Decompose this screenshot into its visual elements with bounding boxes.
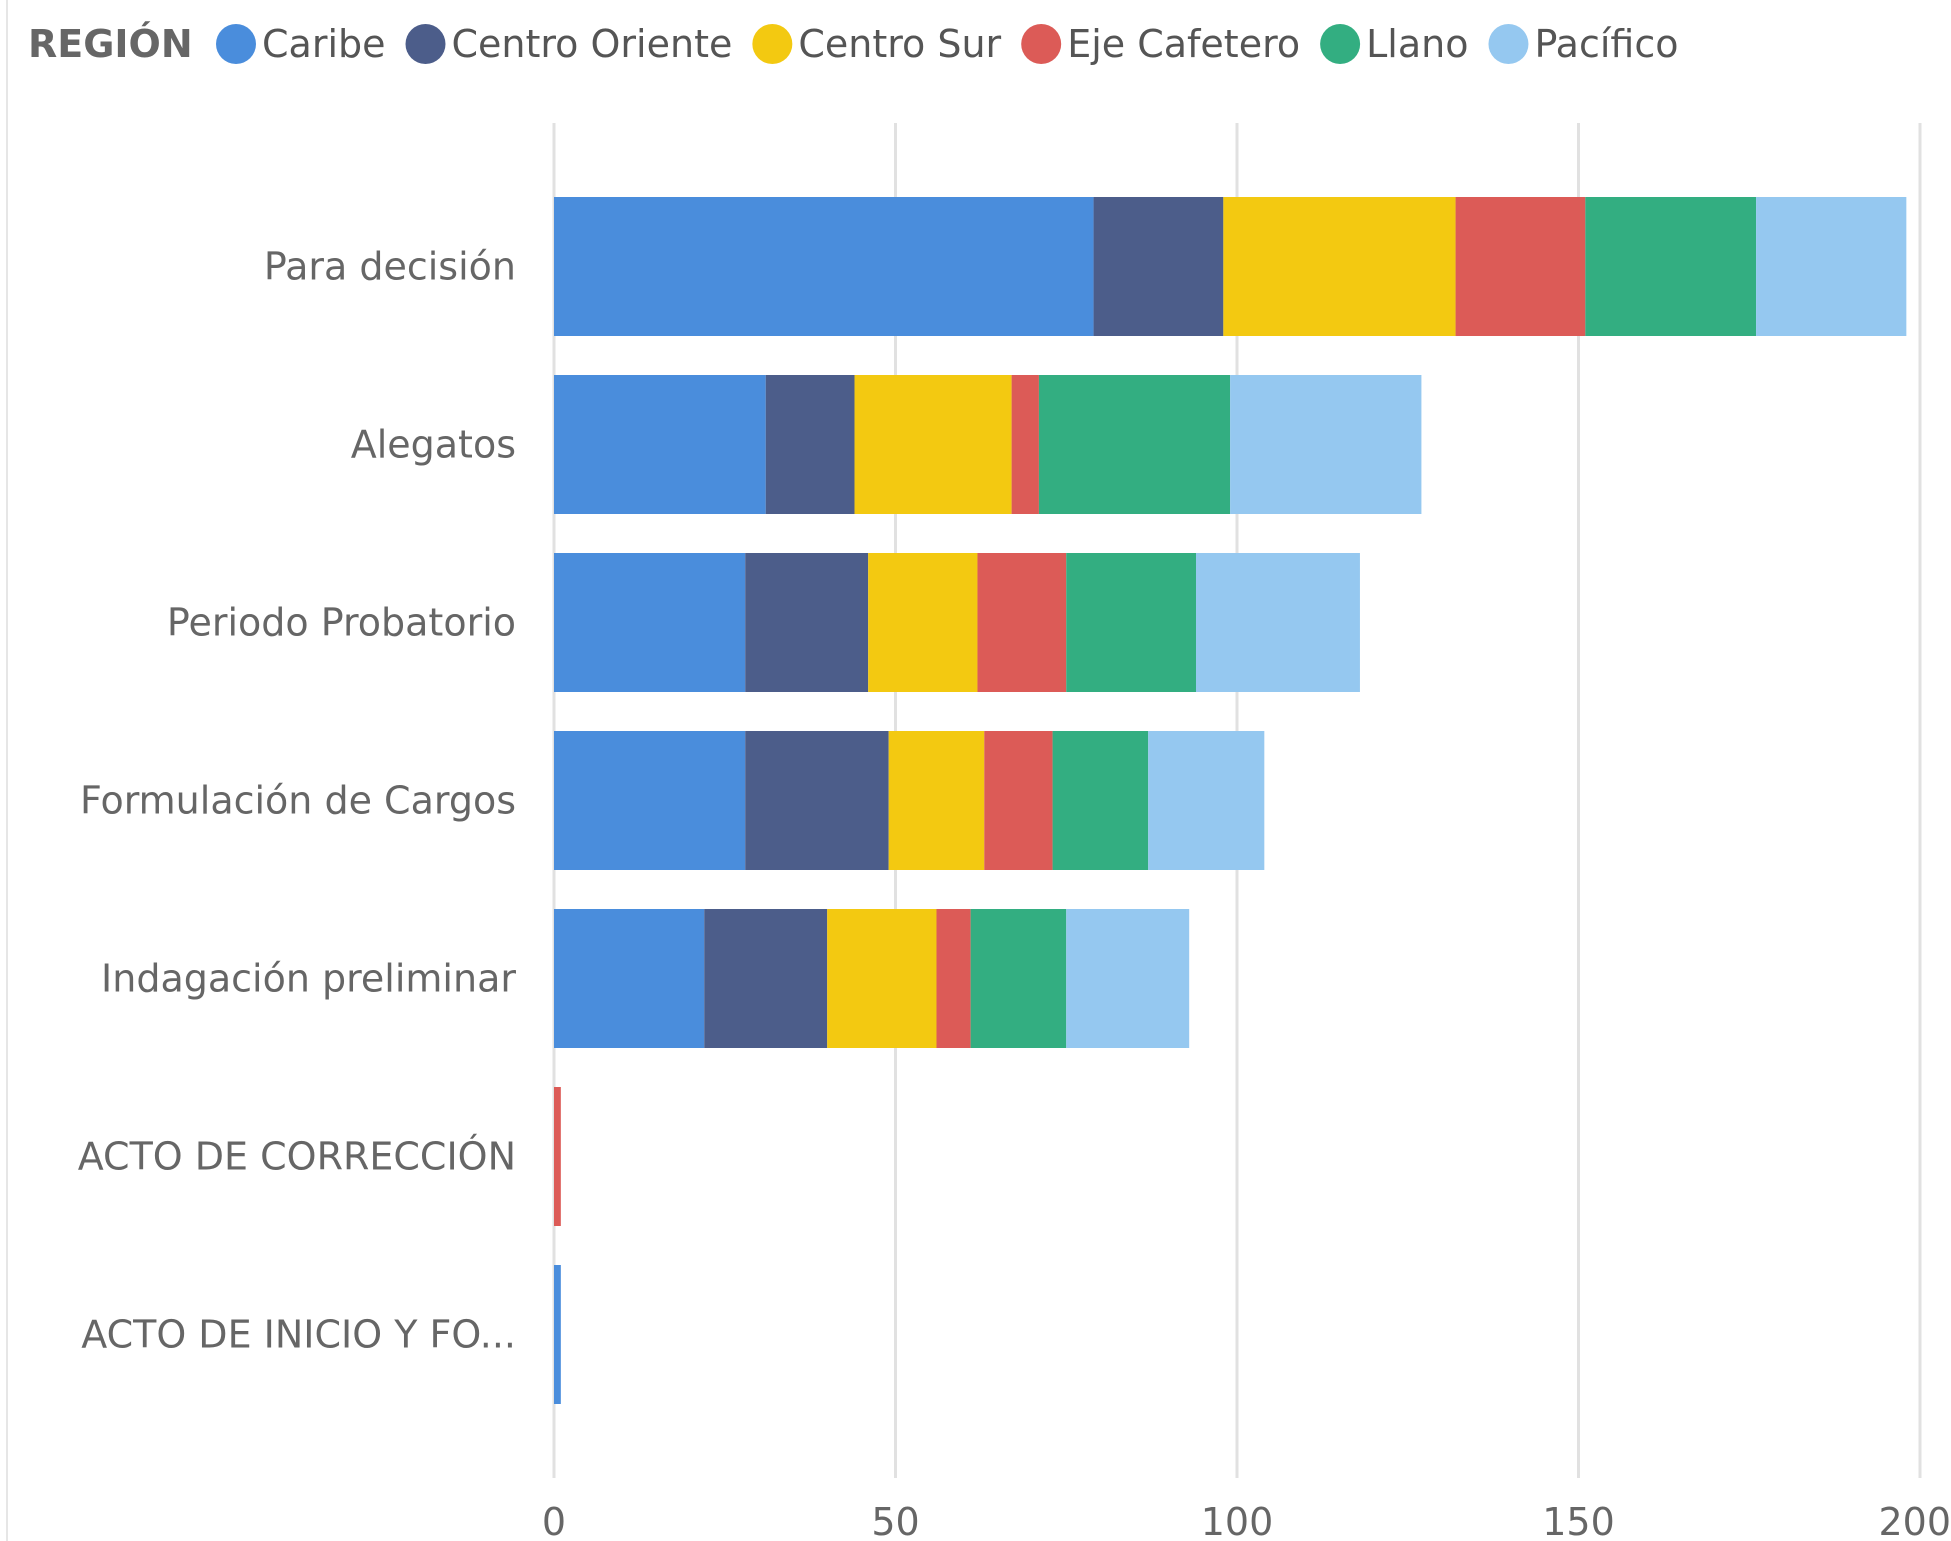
bar-segment-centro-oriente[interactable] (745, 553, 869, 692)
legend-label-eje-cafetero[interactable]: Eje Cafetero (1067, 22, 1300, 66)
bar-segment-pacifico[interactable] (1756, 197, 1907, 336)
legend-swatch-caribe[interactable] (216, 24, 256, 64)
bars (554, 197, 1907, 1404)
bar-segment-caribe[interactable] (554, 909, 705, 1048)
bar-segment-centro-sur[interactable] (888, 731, 985, 870)
bar-segment-caribe[interactable] (554, 1265, 561, 1404)
x-tick-label: 50 (871, 1500, 919, 1541)
bar-segment-pacifico[interactable] (1196, 553, 1360, 692)
legend-swatch-centro-sur[interactable] (752, 24, 793, 64)
category-label: Periodo Probatorio (167, 601, 516, 645)
bar-segment-centro-sur[interactable] (854, 375, 1012, 514)
bar-segment-eje-cafetero[interactable] (1011, 375, 1039, 514)
legend-label-caribe[interactable]: Caribe (262, 22, 386, 66)
legend-swatch-centro-oriente[interactable] (405, 24, 446, 64)
bar-segment-centro-oriente[interactable] (1093, 197, 1224, 336)
x-tick-label: 200 (1878, 1500, 1951, 1541)
bar-segment-llano[interactable] (1052, 731, 1149, 870)
x-tick-label: 0 (542, 1500, 566, 1541)
category-label: ACTO DE CORRECCIÓN (78, 1135, 516, 1179)
bar-segment-caribe[interactable] (554, 197, 1094, 336)
legend-label-centro-oriente[interactable]: Centro Oriente (452, 22, 733, 66)
bar-segment-centro-oriente[interactable] (745, 731, 889, 870)
bar-segment-centro-sur[interactable] (827, 909, 937, 1048)
bar-segment-llano[interactable] (970, 909, 1067, 1048)
legend-swatch-llano[interactable] (1320, 24, 1361, 64)
bar-segment-caribe[interactable] (554, 553, 746, 692)
category-label: Formulación de Cargos (80, 779, 516, 823)
category-label: Alegatos (351, 423, 516, 467)
x-tick-label: 100 (1201, 1500, 1274, 1541)
bar-segment-llano[interactable] (1585, 197, 1757, 336)
left-divider (6, 0, 8, 1541)
bar-segment-pacifico[interactable] (1066, 909, 1190, 1048)
category-labels: Para decisión Alegatos Periodo Probatorio F… (78, 245, 517, 1357)
bar-segment-pacifico[interactable] (1230, 375, 1422, 514)
legend-label-llano[interactable]: Llano (1366, 22, 1468, 66)
x-tick-label: 150 (1542, 1500, 1615, 1541)
bar-segment-centro-sur[interactable] (1223, 197, 1456, 336)
category-label: Para decisión (264, 245, 516, 289)
bar-segment-centro-sur[interactable] (868, 553, 978, 692)
category-label: ACTO DE INICIO Y FO... (81, 1313, 516, 1357)
x-axis-ticks: 0 50 100 150 200 (542, 1500, 1951, 1541)
legend-title: REGIÓN (28, 22, 193, 66)
bar-segment-eje-cafetero[interactable] (984, 731, 1053, 870)
bar-segment-eje-cafetero[interactable] (1455, 197, 1586, 336)
bar-segment-centro-oriente[interactable] (765, 375, 855, 514)
category-label: Indagación preliminar (101, 957, 516, 1001)
bar-segment-llano[interactable] (1066, 553, 1197, 692)
bar-segment-caribe[interactable] (554, 375, 766, 514)
legend-label-pacifico[interactable]: Pacífico (1534, 22, 1678, 66)
bar-segment-pacifico[interactable] (1148, 731, 1265, 870)
bar-segment-eje-cafetero[interactable] (977, 553, 1067, 692)
bar-segment-eje-cafetero[interactable] (554, 1087, 561, 1226)
legend: REGIÓN Caribe Centro Oriente Centro Sur Eje… (28, 22, 1679, 66)
legend-swatch-eje-cafetero[interactable] (1021, 24, 1062, 64)
legend-label-centro-sur[interactable]: Centro Sur (798, 22, 1001, 66)
bar-segment-eje-cafetero[interactable] (936, 909, 971, 1048)
bar-segment-centro-oriente[interactable] (704, 909, 828, 1048)
bar-segment-caribe[interactable] (554, 731, 746, 870)
bar-segment-llano[interactable] (1038, 375, 1231, 514)
legend-swatch-pacifico[interactable] (1488, 24, 1529, 64)
